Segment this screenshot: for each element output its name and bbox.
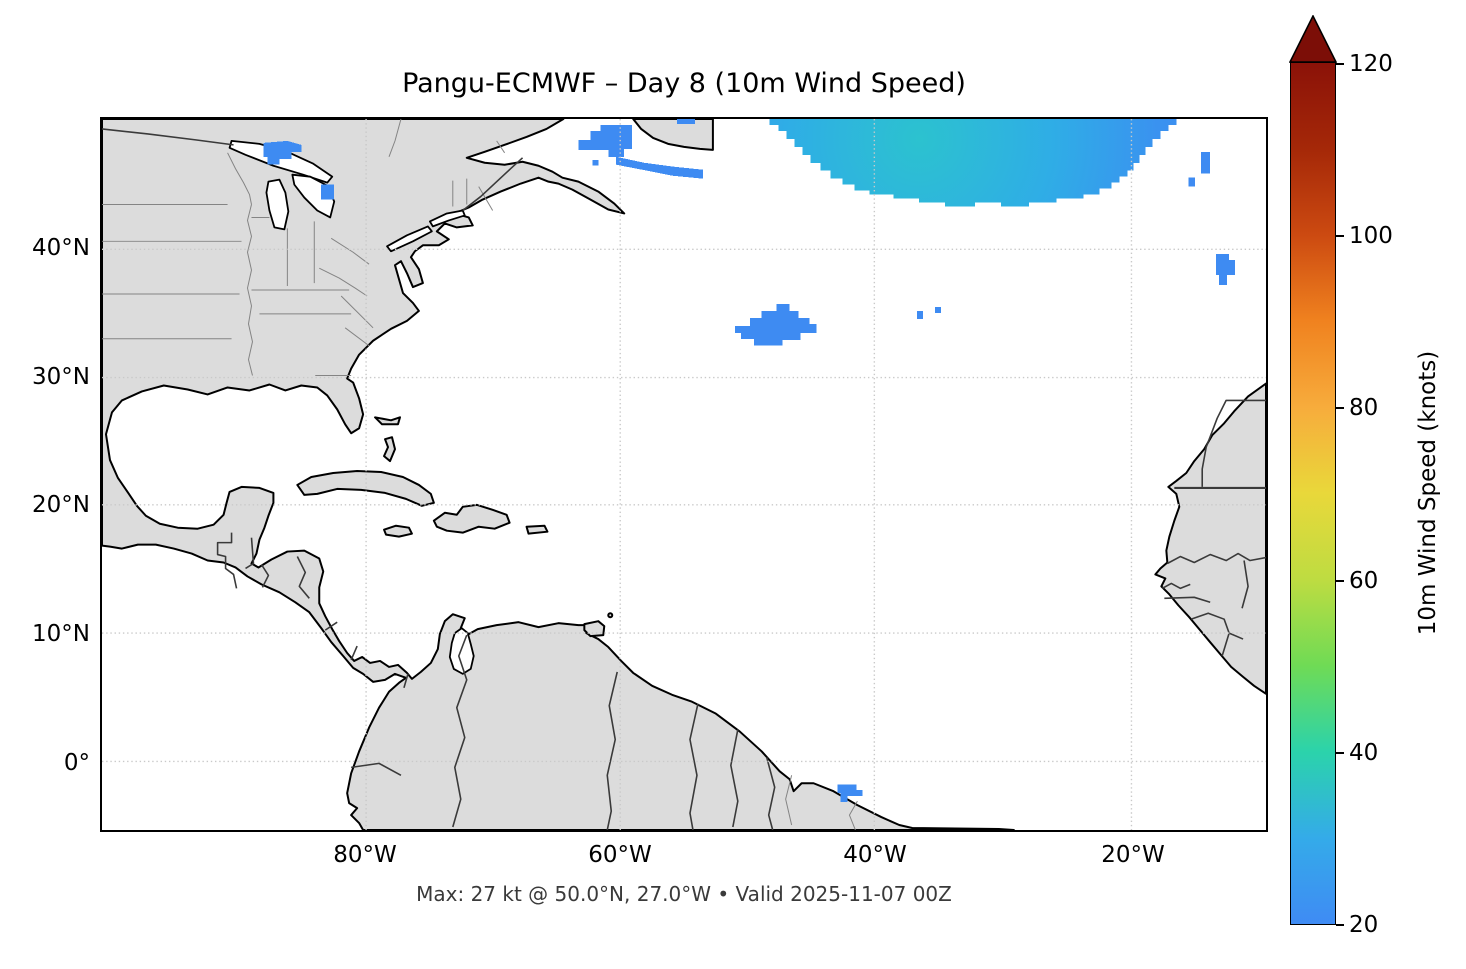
puerto-rico-island: [525, 524, 549, 535]
colorbar-ticklabel-80: 80: [1349, 395, 1379, 421]
colorbar-ticklabel-120: 120: [1349, 51, 1393, 77]
lakes: [228, 139, 475, 675]
xtick-40w: 40°W: [843, 842, 907, 868]
map-axes: [100, 117, 1268, 832]
wind-patch-north-atlantic: [769, 119, 1177, 207]
lake-michigan: [265, 178, 290, 231]
trinidad-island: [583, 620, 606, 638]
wind-patch-central-atlantic: [734, 303, 942, 346]
colorbar-tick-60: [1336, 580, 1344, 582]
max-and-valid-caption: Max: 27 kt @ 50.0°N, 27.0°W • Valid 2025…: [416, 882, 952, 906]
chart-title: Pangu-ECMWF – Day 8 (10m Wind Speed): [402, 68, 966, 99]
wind-patch-lake-superior: [263, 140, 302, 165]
tobago-island: [607, 612, 614, 619]
xtick-60w: 60°W: [588, 842, 652, 868]
xtick-20w: 20°W: [1101, 842, 1165, 868]
jamaica-island: [383, 524, 413, 538]
newfoundland-landmass: [632, 119, 714, 151]
ytick-30n: 30°N: [32, 364, 90, 390]
lake-maracaibo: [448, 627, 475, 675]
graticule: [102, 119, 1266, 830]
americas-landmass: [102, 119, 1015, 830]
colorbar-gradient: [1290, 62, 1336, 925]
colorbar-axis-label: 10m Wind Speed (knots): [1415, 350, 1441, 636]
lake-ontario: [428, 209, 466, 228]
colorbar-ticklabel-40: 40: [1349, 740, 1379, 766]
lake-erie: [386, 225, 433, 253]
map-svg: [102, 119, 1266, 830]
colorbar-ticklabel-100: 100: [1349, 223, 1393, 249]
colorbar-tick-20: [1336, 924, 1344, 926]
wind-patch-east-atlantic: [1188, 151, 1236, 286]
landmasses: [102, 119, 1266, 830]
colorbar-ticklabel-20: 20: [1349, 912, 1379, 938]
bahamas-islands: [374, 416, 401, 463]
wind-patch-lake-michigan: [321, 184, 335, 200]
colorbar-ticklabel-60: 60: [1349, 568, 1379, 594]
xtick-80w: 80°W: [333, 842, 397, 868]
colorbar-tick-120: [1336, 63, 1344, 65]
ytick-10n: 10°N: [32, 621, 90, 647]
colorbar-tick-40: [1336, 752, 1344, 754]
colorbar-tick-100: [1336, 235, 1344, 237]
wind-patch-gulf-st-lawrence: [578, 119, 703, 179]
hispaniola-island: [432, 503, 511, 534]
ytick-0: 0°: [63, 750, 90, 776]
ytick-40n: 40°N: [32, 235, 90, 261]
colorbar-extend-arrow: [1289, 15, 1337, 63]
colorbar-arrow-shape: [1289, 15, 1337, 63]
state-borders: [102, 119, 858, 830]
cuba-island: [296, 470, 435, 507]
ytick-20n: 20°N: [32, 492, 90, 518]
country-borders: [102, 128, 1266, 830]
west-africa-landmass: [1154, 382, 1266, 695]
wind-patch-brazil-coast: [837, 784, 863, 803]
wind-speed-layer: [263, 119, 1236, 803]
colorbar-tick-80: [1336, 407, 1344, 409]
